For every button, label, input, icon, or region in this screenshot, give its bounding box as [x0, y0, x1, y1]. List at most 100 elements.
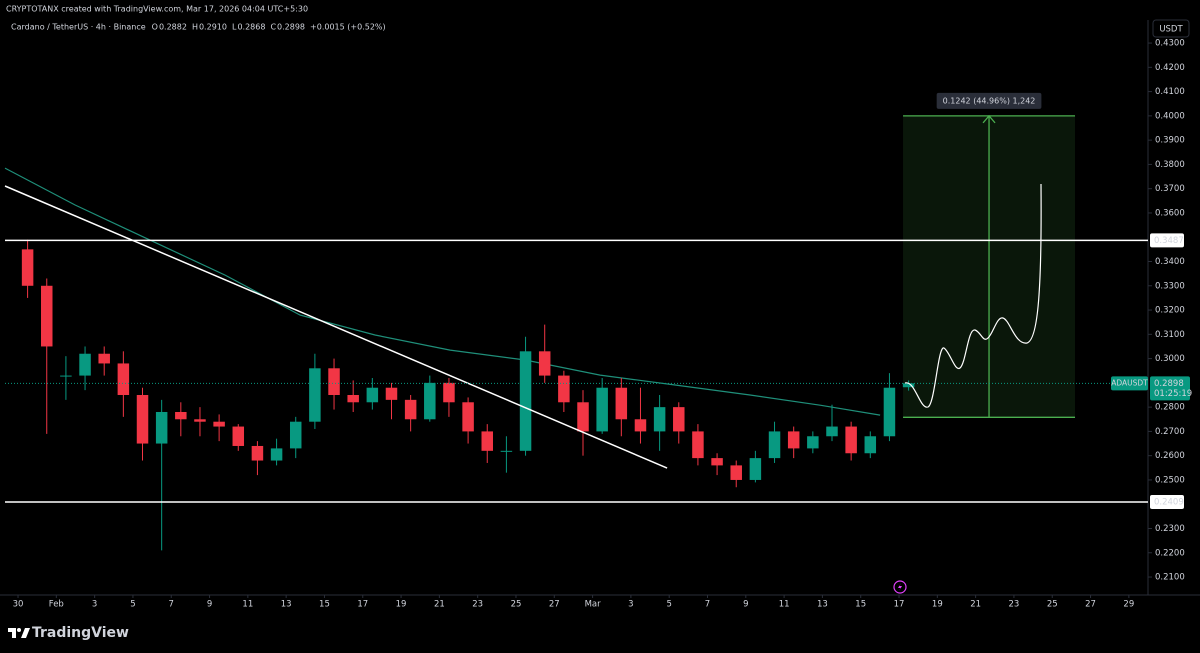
x-tick-label: 15 — [855, 600, 866, 610]
x-tick-label: 5 — [666, 600, 671, 610]
x-tick-label: 29 — [1123, 600, 1134, 610]
alert-icon — [893, 580, 907, 594]
candle-body — [175, 411, 187, 420]
candle-body — [845, 426, 857, 454]
x-tick-label: 27 — [1085, 600, 1096, 610]
candle-body — [232, 426, 245, 446]
candle-body — [558, 375, 570, 403]
candle-body — [98, 353, 110, 364]
trendline — [4, 185, 668, 469]
candle-body — [500, 450, 513, 452]
x-tick-label: 27 — [549, 600, 560, 610]
y-tick-label: 0.2200 — [1155, 548, 1185, 558]
projection-drawing — [904, 183, 1042, 408]
candle-body — [41, 285, 53, 347]
x-tick-label: 11 — [242, 600, 253, 610]
candle-body — [883, 387, 896, 437]
candle-body — [21, 249, 34, 286]
candle-body — [117, 363, 130, 395]
x-tick-label: 23 — [472, 600, 483, 610]
candle-body — [787, 431, 800, 449]
y-tick-label: 0.3700 — [1155, 184, 1185, 194]
last-price-tag — [1150, 376, 1190, 401]
y-tick-label: 0.4300 — [1155, 39, 1185, 49]
candle-body — [768, 431, 781, 459]
legend-key: O — [152, 23, 158, 32]
candle-body — [251, 445, 264, 461]
candle-body — [328, 368, 340, 395]
candle-body — [309, 368, 321, 422]
x-tick-label: 13 — [281, 600, 292, 610]
x-tick-label: 7 — [169, 600, 174, 610]
x-tick-label: 9 — [207, 600, 212, 610]
candle-body — [443, 382, 455, 403]
x-tick-label: 11 — [779, 600, 790, 610]
position-label: 0.1242 (44.96%) 1,242 — [943, 96, 1036, 105]
candle-body — [194, 419, 206, 422]
candle-body — [634, 419, 647, 432]
y-tick-label: 0.4200 — [1155, 63, 1185, 73]
y-tick-label: 0.3400 — [1155, 257, 1185, 267]
y-tick-label: 0.3300 — [1155, 281, 1185, 291]
legend-value: 0.2898 — [277, 23, 305, 32]
x-tick-label: 5 — [130, 600, 135, 610]
candle-body — [826, 426, 838, 437]
legend-value: 0.2868 — [237, 23, 265, 32]
y-tick-label: 0.3200 — [1155, 306, 1185, 316]
x-tick-label: 30 — [13, 600, 24, 610]
position-label-box — [936, 92, 1042, 109]
candle-body — [481, 431, 493, 451]
x-tick-label: 9 — [743, 600, 748, 610]
symbol: Cardano / TetherUS · 4h · Binance — [11, 23, 146, 32]
y-tick-label: 0.4000 — [1155, 111, 1185, 121]
y-tick-label: 0.3000 — [1155, 354, 1185, 364]
level-tag — [1150, 233, 1184, 248]
candle-body — [519, 351, 532, 451]
ohlc-legend: O 0.2882 H 0.2910 L 0.2868 C 0.2898 +0.0015 (+0.… — [152, 23, 386, 32]
legend-value: 0.2910 — [199, 23, 227, 32]
candle-body — [79, 353, 91, 376]
legend-key: L — [232, 23, 237, 32]
candle-body — [366, 387, 379, 403]
y-tick-label: 0.3900 — [1155, 136, 1185, 146]
candle-body — [538, 351, 551, 376]
x-tick-label: 15 — [319, 600, 330, 610]
y-tick-label: 0.4100 — [1155, 87, 1185, 97]
y-tick-label: 0.3800 — [1155, 160, 1185, 170]
candle-body — [347, 395, 359, 403]
y-tick-label: 0.2800 — [1155, 403, 1185, 413]
countdown: 01:25:19 — [1154, 389, 1192, 399]
candle-body — [653, 407, 666, 432]
candle-body — [864, 436, 877, 454]
y-tick-label: 0.2500 — [1155, 475, 1185, 485]
x-tick-label: Mar — [585, 600, 602, 610]
y-tick-label: 0.2300 — [1155, 524, 1185, 534]
candle-body — [155, 411, 168, 444]
candle-body — [749, 458, 762, 480]
candle-body — [577, 402, 589, 432]
legend-key: H — [192, 23, 198, 32]
level-tag-label: 0.2409 — [1154, 498, 1184, 508]
x-tick-label: 7 — [705, 600, 710, 610]
x-tick-label: 17 — [894, 600, 905, 610]
candle-body — [807, 436, 819, 449]
x-tick-label: 25 — [1047, 600, 1058, 610]
x-tick-label: 3 — [628, 600, 633, 610]
plot-area — [4, 114, 1148, 551]
symbol-tag-label: ADAUSDT — [1111, 378, 1148, 387]
x-tick-label: 25 — [511, 600, 522, 610]
legend-value: 0.2882 — [159, 23, 187, 32]
candle-body — [692, 431, 704, 459]
candle-body — [289, 421, 302, 449]
candle-body — [711, 458, 723, 466]
candle-body — [596, 387, 608, 432]
y-tick-label: 0.2600 — [1155, 451, 1185, 461]
candle-body — [270, 448, 283, 461]
x-tick-label: 21 — [434, 600, 445, 610]
y-unit: USDT — [1159, 25, 1183, 35]
x-tick-label: 13 — [817, 600, 828, 610]
candle-body — [462, 402, 474, 432]
x-tick-label: 17 — [357, 600, 368, 610]
